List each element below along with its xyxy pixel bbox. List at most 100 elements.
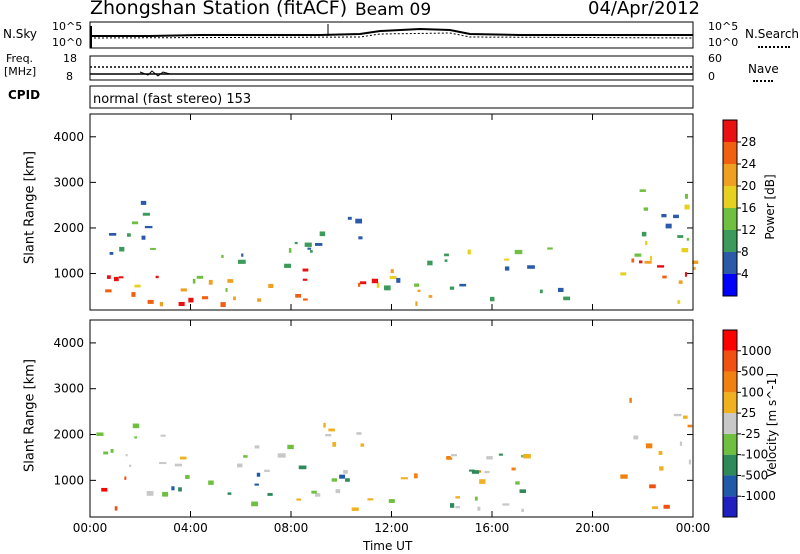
power-ytick-label-1: 2000 — [53, 221, 84, 235]
power-echo-cell-26 — [192, 278, 196, 284]
power-scatter-layer — [105, 189, 699, 307]
nsearch-tick-low: 10^0 — [708, 36, 739, 49]
velocity-echo-cell-67 — [356, 432, 362, 435]
power-colorbar-seg-6 — [723, 142, 737, 164]
nsearch-legend-dots — [758, 46, 790, 48]
velocity-echo-cell-1 — [114, 506, 118, 511]
power-echo-cell-99 — [677, 235, 684, 238]
power-echo-cell-101 — [634, 253, 642, 257]
velocity-echo-cell-0 — [124, 476, 127, 480]
velocity-echo-cell-3 — [103, 451, 109, 455]
xaxis-label: Time UT — [363, 539, 413, 553]
power-echo-cell-48 — [371, 278, 379, 284]
velocity-echo-cell-43 — [450, 503, 455, 508]
velocity-colorbar-label-3: 25 — [741, 406, 756, 420]
power-echo-cell-66 — [557, 287, 564, 293]
power-echo-cell-43 — [302, 278, 308, 281]
velocity-echo-cell-41 — [311, 490, 317, 494]
velocity-echo-cell-25 — [277, 453, 286, 458]
power-echo-cell-89 — [639, 189, 646, 192]
velocity-echo-cell-54 — [479, 479, 486, 484]
velocity-echo-cell-18 — [146, 491, 154, 496]
velocity-echo-cell-86 — [502, 503, 510, 506]
power-echo-cell-44 — [390, 269, 394, 274]
velocity-echo-cell-49 — [450, 454, 457, 457]
nave-legend-dots — [753, 80, 773, 82]
power-echo-cell-56 — [444, 259, 448, 262]
velocity-colorbar-seg-4 — [723, 413, 737, 434]
power-echo-cell-10 — [119, 246, 125, 252]
power-echo-cell-76 — [347, 216, 352, 220]
velocity-echo-cell-27 — [264, 469, 270, 472]
velocity-echo-cell-76 — [633, 435, 639, 440]
power-echo-cell-62 — [427, 260, 433, 266]
velocity-ytick-label-1: 2000 — [53, 428, 84, 442]
velocity-echo-cell-23 — [180, 456, 187, 460]
velocity-echo-cell-8 — [132, 423, 140, 429]
velocity-echo-cell-45 — [446, 455, 451, 459]
velocity-colorbar-label-6: -500 — [741, 468, 768, 482]
velocity-ytick-label-2: 3000 — [53, 382, 84, 396]
velocity-echo-cell-19 — [256, 472, 261, 477]
xtick-label-2: 08:00 — [274, 521, 309, 535]
velocity-echo-cell-51 — [413, 473, 418, 479]
power-echo-cell-29 — [227, 279, 234, 283]
velocity-echo-cell-70 — [649, 484, 656, 489]
velocity-colorbar-label-2: 100 — [741, 385, 764, 399]
velocity-echo-cell-16 — [178, 487, 182, 492]
freq-tick-high: 18 — [63, 52, 77, 65]
xtick-label-5: 20:00 — [575, 521, 610, 535]
power-echo-cell-46 — [359, 281, 367, 285]
power-echo-cell-27 — [196, 275, 204, 279]
velocity-echo-cell-2 — [101, 487, 108, 492]
velocity-echo-cell-85 — [477, 506, 481, 511]
power-echo-cell-80 — [684, 272, 688, 277]
power-echo-cell-28 — [268, 283, 274, 288]
velocity-echo-cell-50 — [446, 457, 453, 460]
power-echo-cell-17 — [141, 235, 146, 240]
power-echo-cell-36 — [284, 263, 292, 268]
power-echo-cell-82 — [639, 260, 643, 264]
velocity-echo-cell-33 — [388, 499, 395, 503]
power-echo-cell-68 — [504, 266, 510, 271]
velocity-scatter-layer — [96, 397, 693, 512]
power-colorbar-seg-2 — [723, 230, 737, 252]
power-echo-cell-21 — [202, 296, 209, 300]
station-title: Zhongshan Station (fitACF) — [90, 0, 348, 19]
power-echo-cell-19 — [178, 301, 185, 306]
power-echo-cell-98 — [684, 204, 690, 210]
power-echo-cell-61 — [414, 283, 420, 287]
velocity-echo-cell-24 — [174, 463, 183, 467]
power-echo-cell-24 — [225, 288, 228, 292]
velocity-colorbar-label-1: 500 — [741, 365, 764, 379]
power-echo-cell-73 — [358, 236, 363, 240]
power-echo-cell-65 — [563, 296, 571, 301]
velocity-echo-cell-17 — [171, 486, 175, 491]
power-ytick-label-0: 1000 — [53, 267, 84, 281]
velocity-echo-cell-36 — [296, 498, 302, 501]
power-echo-cell-39 — [294, 241, 298, 245]
power-colorbar-label-4: 20 — [741, 179, 756, 193]
power-echo-cell-55 — [428, 295, 433, 298]
power-echo-cell-88 — [620, 272, 627, 276]
velocity-echo-cell-71 — [652, 506, 659, 510]
velocity-ytick-label-3: 4000 — [53, 336, 84, 350]
velocity-echo-cell-83 — [455, 506, 460, 509]
velocity-echo-cell-69 — [663, 504, 670, 509]
velocity-echo-cell-53 — [520, 454, 526, 458]
velocity-echo-cell-46 — [477, 470, 482, 473]
power-echo-cell-42 — [302, 268, 309, 272]
power-echo-cell-70 — [527, 265, 535, 269]
power-echo-cell-92 — [665, 223, 672, 229]
power-echo-cell-91 — [684, 193, 688, 199]
velocity-colorbar-label-4: -25 — [741, 427, 761, 441]
velocity-echo-cell-9 — [129, 464, 132, 467]
velocity-echo-cell-10 — [125, 454, 128, 457]
cpid-label: CPID — [8, 88, 41, 102]
power-echo-cell-41 — [295, 293, 302, 298]
power-echo-cell-57 — [444, 253, 449, 257]
velocity-echo-cell-74 — [688, 459, 692, 465]
power-echo-cell-32 — [241, 253, 244, 257]
freq-tick-low: 8 — [66, 70, 73, 83]
